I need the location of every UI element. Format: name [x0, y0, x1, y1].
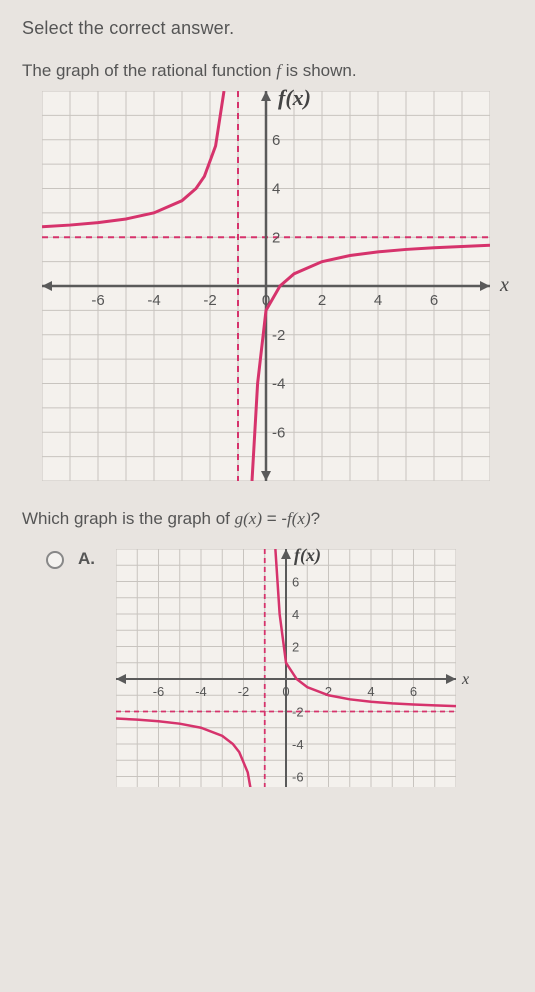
svg-text:-4: -4 [272, 376, 285, 393]
option-a-radio[interactable] [46, 551, 64, 569]
option-a-row: A. f(x) x -6-4-20246-6-4-2246 [46, 549, 513, 809]
svg-text:-4: -4 [195, 684, 207, 699]
svg-text:-6: -6 [91, 292, 104, 309]
svg-text:6: 6 [430, 292, 438, 309]
option-a-chart-svg: -6-4-20246-6-4-2246 [116, 549, 456, 809]
svg-text:-2: -2 [238, 684, 250, 699]
svg-text:-2: -2 [203, 292, 216, 309]
svg-text:-2: -2 [292, 705, 304, 720]
main-chart: f(x) x -6-4-20246-6-4-2246 [42, 91, 513, 481]
question-suffix: ? [311, 509, 320, 528]
svg-text:4: 4 [374, 292, 382, 309]
svg-text:0: 0 [282, 684, 289, 699]
svg-text:-6: -6 [292, 770, 304, 785]
option-a-chart: f(x) x -6-4-20246-6-4-2246 [116, 549, 456, 809]
svg-text:4: 4 [292, 607, 299, 622]
svg-text:4: 4 [367, 684, 374, 699]
svg-text:2: 2 [292, 640, 299, 655]
svg-text:4: 4 [272, 181, 280, 198]
svg-text:6: 6 [292, 575, 299, 590]
svg-text:6: 6 [272, 132, 280, 149]
question-gx: g(x) [235, 509, 262, 528]
svg-text:-4: -4 [292, 737, 304, 752]
question-prefix: Which graph is the graph of [22, 509, 235, 528]
svg-text:-2: -2 [272, 327, 285, 344]
svg-text:-6: -6 [153, 684, 165, 699]
main-chart-svg: -6-4-20246-6-4-2246 [42, 91, 490, 481]
stem-prefix: The graph of the rational function [22, 61, 276, 80]
x-axis-label: x [500, 274, 509, 297]
question-fx: f(x) [287, 509, 311, 528]
svg-text:2: 2 [318, 292, 326, 309]
question-text: Which graph is the graph of g(x) = -f(x)… [22, 509, 513, 529]
prompt-heading: Select the correct answer. [22, 18, 513, 39]
svg-text:-4: -4 [147, 292, 160, 309]
option-a-fx-label: f(x) [294, 545, 321, 566]
svg-text:-6: -6 [272, 424, 285, 441]
svg-text:2: 2 [272, 229, 280, 246]
svg-text:6: 6 [410, 684, 417, 699]
stem-suffix: is shown. [281, 61, 357, 80]
option-a-x-label: x [462, 671, 469, 689]
question-eq: = [262, 509, 281, 528]
option-a-label: A. [78, 549, 102, 569]
stem-text: The graph of the rational function f is … [22, 61, 513, 81]
fx-axis-label: f(x) [278, 85, 311, 111]
